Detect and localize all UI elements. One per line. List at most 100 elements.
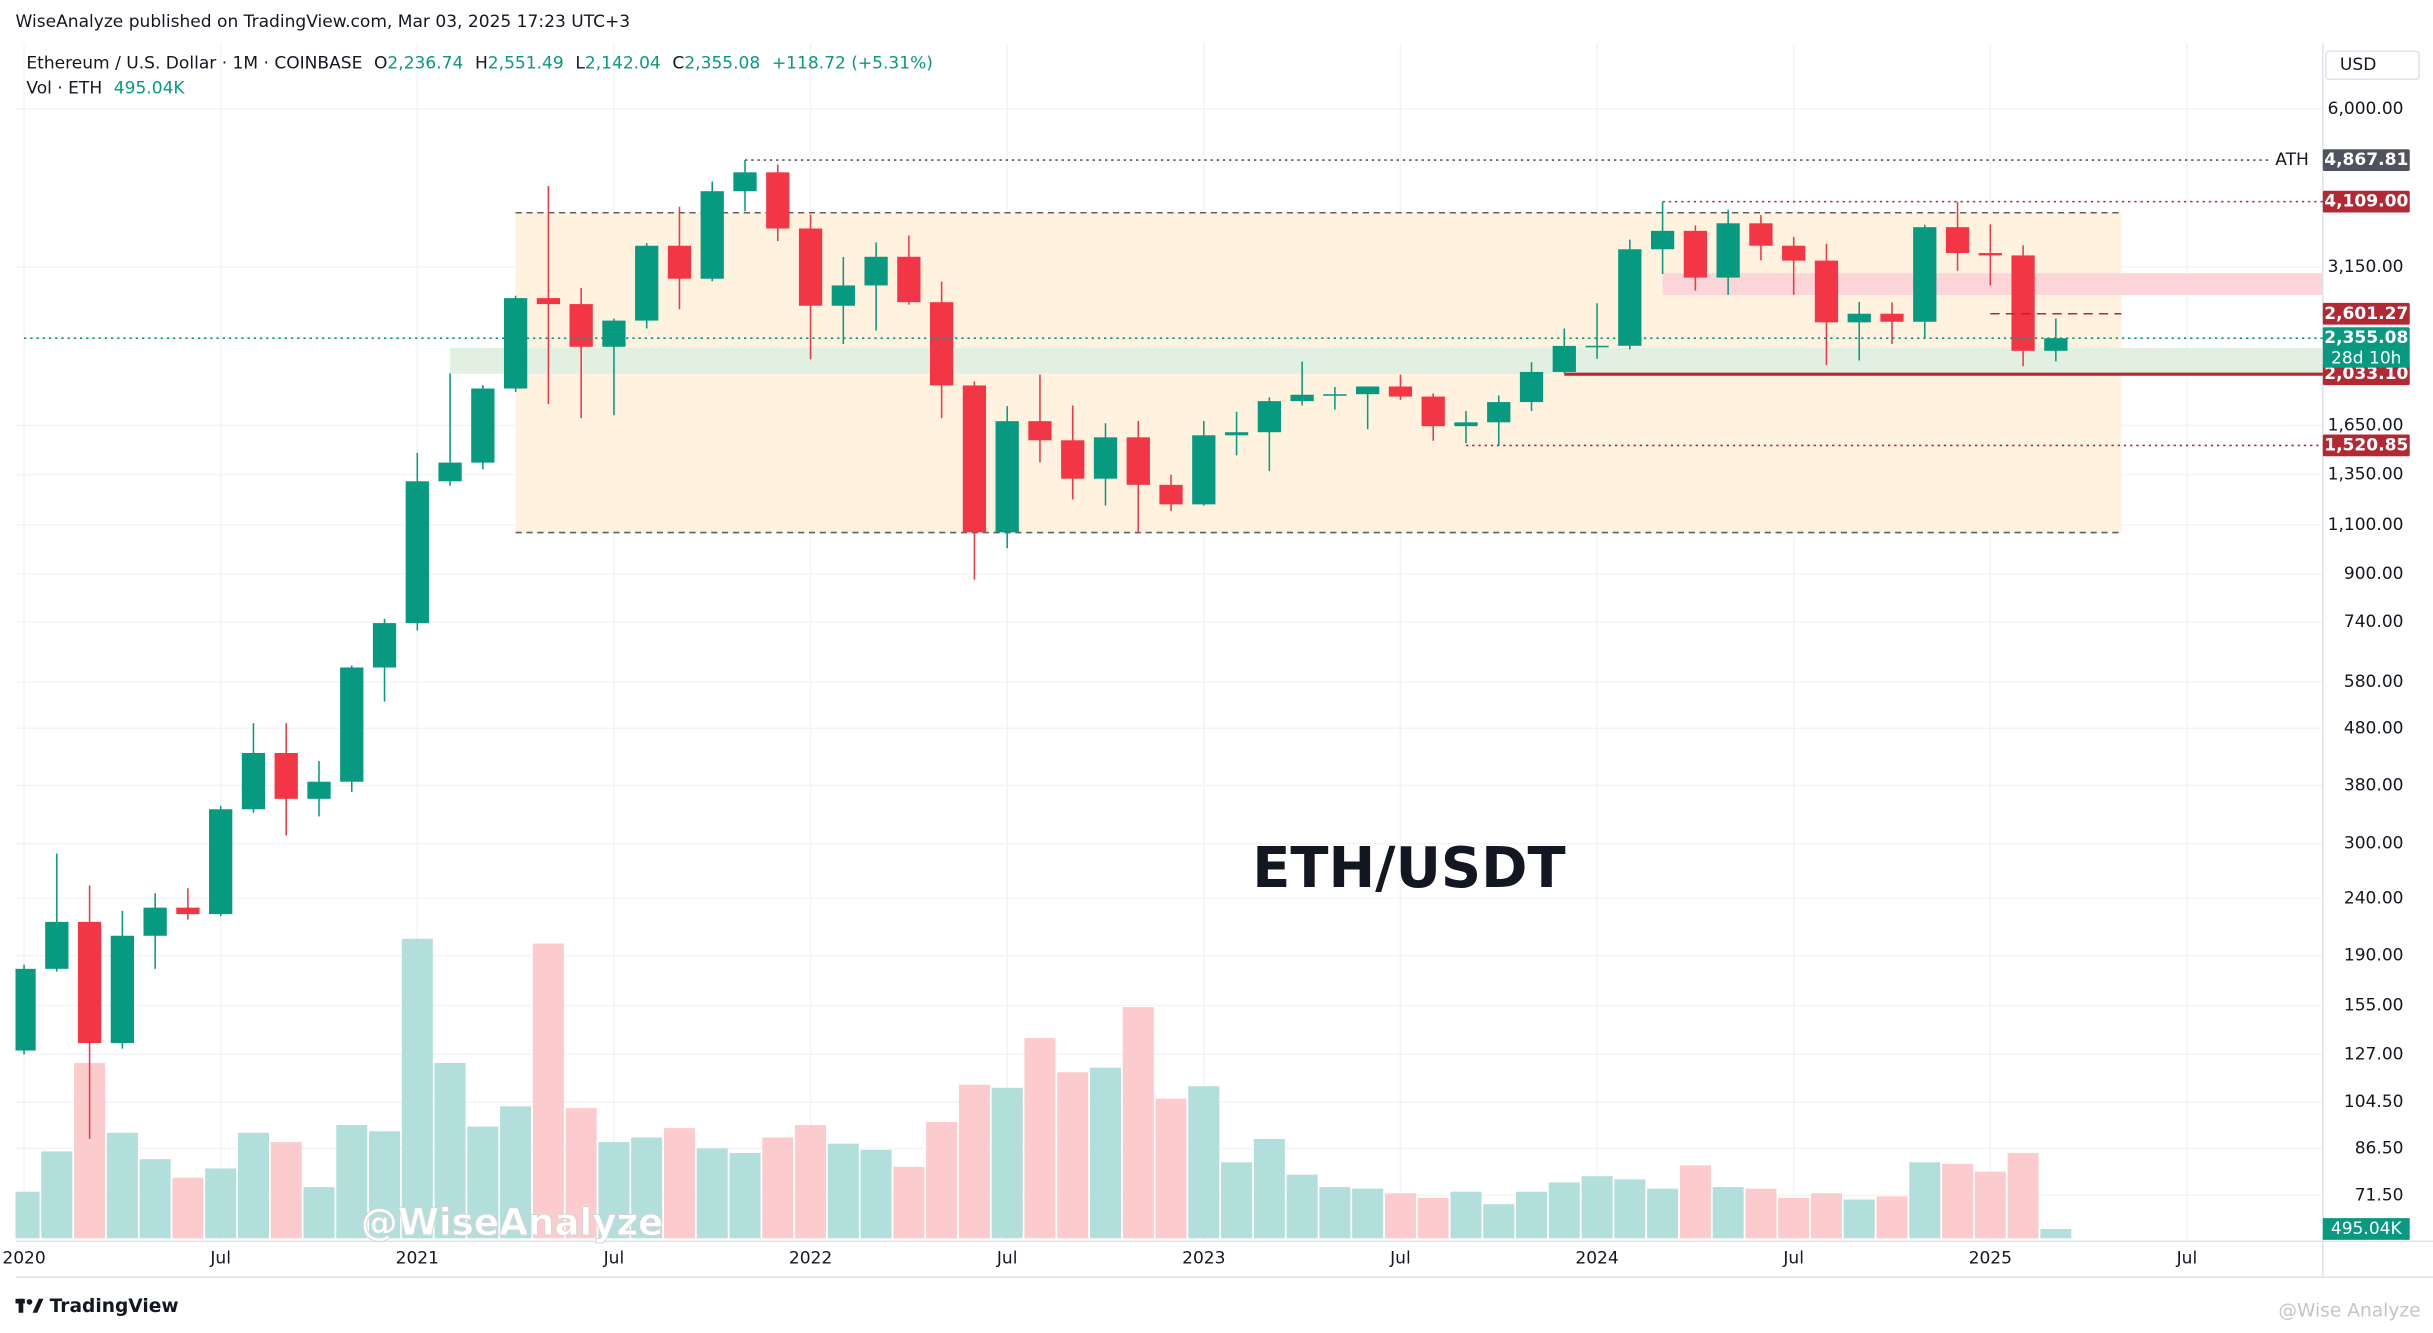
volume-bar [565, 1107, 597, 1239]
y-tick-label: 127.00 [2344, 1044, 2404, 1064]
candle-body [569, 304, 593, 347]
x-tick-label: 2021 [396, 1248, 439, 1268]
volume-bar [1417, 1197, 1449, 1239]
y-tick-label: 155.00 [2344, 996, 2404, 1016]
y-tick-label: 380.00 [2344, 776, 2404, 796]
ohlc-key: C [672, 54, 684, 74]
ohlc-value: 2,551.49 [488, 54, 564, 74]
volume-bar [827, 1143, 859, 1239]
x-tick-label: Jul [1389, 1248, 1411, 1268]
candle-body [176, 907, 200, 915]
volume-bar [467, 1126, 499, 1239]
volume-bar [663, 1128, 695, 1239]
ohlc-value: 2,355.08 [684, 54, 760, 74]
candle-body [471, 388, 495, 463]
x-tick-label: Jul [996, 1248, 1018, 1268]
candle-body [962, 385, 987, 533]
volume-bar [1155, 1098, 1187, 1239]
candle-body [897, 256, 921, 303]
currency[interactable]: USD [2340, 55, 2376, 75]
y-tick-label: 86.50 [2355, 1139, 2404, 1159]
volume-legend-value: 495.04K [114, 79, 186, 99]
candle-body [274, 752, 298, 799]
volume-bar [532, 943, 564, 1239]
candle-body [438, 462, 462, 482]
currency-box[interactable] [2325, 50, 2420, 80]
candle-body [1847, 313, 1871, 323]
candle-body [1749, 223, 1773, 246]
volume-bar [336, 1125, 368, 1239]
candle-body [1224, 432, 1249, 436]
ohlc-key: L [575, 54, 585, 74]
volume-bar [795, 1125, 827, 1239]
volume-legend: Vol · ETH 495.04K [26, 79, 185, 99]
candle-body [831, 285, 855, 306]
brand-logo [15, 1298, 44, 1313]
y-tick-label: 1,650.00 [2328, 415, 2404, 435]
x-tick-label: 2022 [789, 1248, 832, 1268]
y-tick-label: 104.50 [2344, 1092, 2404, 1112]
candle-body [700, 191, 724, 279]
candle-body [1782, 245, 1806, 261]
candle-body [110, 935, 135, 1044]
volume-bar [1810, 1193, 1842, 1239]
y-tick-label: 900.00 [2344, 564, 2404, 584]
price-tag [2322, 149, 2410, 171]
candle-body [635, 245, 659, 321]
y-tick-label: 580.00 [2344, 672, 2404, 692]
volume-bar [1974, 1171, 2006, 1239]
y-tick-label: 740.00 [2344, 612, 2404, 632]
zone [1662, 273, 2323, 296]
candle-body [372, 623, 397, 668]
candle-body [1356, 386, 1380, 395]
logo-part [32, 1298, 44, 1313]
candle-body [1028, 421, 1052, 441]
volume-bar [1352, 1188, 1384, 1239]
candle-body [1913, 227, 1937, 322]
candle-body [602, 320, 626, 347]
volume-bar [1286, 1174, 1318, 1239]
price-tag-label: 2,033.10 [2324, 364, 2408, 384]
ohlc-value: 2,236.74 [387, 54, 463, 74]
volume-bar [1122, 1007, 1154, 1239]
volume-bar [303, 1187, 335, 1239]
candle-body [1454, 422, 1478, 427]
y-tick-label: 71.50 [2355, 1185, 2404, 1205]
candle-body [77, 921, 102, 1044]
volume-bar [1876, 1196, 1908, 1239]
price-tag [2322, 434, 2410, 457]
price-tag-label: 2,355.08 [2324, 328, 2408, 348]
volume-bar [369, 1131, 401, 1239]
change: +118.72 (+5.31%) [772, 54, 933, 74]
volume-bar [696, 1148, 728, 1239]
volume-bar [1712, 1187, 1744, 1239]
volume-bar [2040, 1228, 2072, 1239]
y-tick-label: 300.00 [2344, 834, 2404, 854]
volume-bar [1581, 1176, 1613, 1239]
candle-body [1192, 435, 1216, 505]
volume-bar [1745, 1188, 1777, 1239]
candle-body [1093, 437, 1118, 479]
volume-bar [1942, 1163, 1974, 1239]
volume-bar [1450, 1191, 1482, 1239]
volume-bar [500, 1106, 532, 1239]
candle-body [733, 172, 757, 192]
countdown-tag [2322, 347, 2410, 368]
candle-body [1880, 313, 1904, 322]
price-tag-label: 1,520.85 [2324, 435, 2408, 455]
price-tag-label: 2,601.27 [2324, 304, 2408, 324]
candle-body [1945, 227, 1970, 254]
volume-bar [1384, 1193, 1416, 1239]
volume-bar [401, 938, 433, 1239]
ohlc-key: H [475, 54, 488, 74]
volume-bar [1909, 1162, 1941, 1239]
volume-bar [106, 1132, 138, 1239]
x-tick-label: 2024 [1575, 1248, 1618, 1268]
candle-body [1650, 230, 1675, 250]
x-tick-label: Jul [209, 1248, 231, 1268]
candle-body [15, 968, 36, 1051]
x-tick-label: 2023 [1182, 1248, 1225, 1268]
candle-body [864, 256, 888, 286]
